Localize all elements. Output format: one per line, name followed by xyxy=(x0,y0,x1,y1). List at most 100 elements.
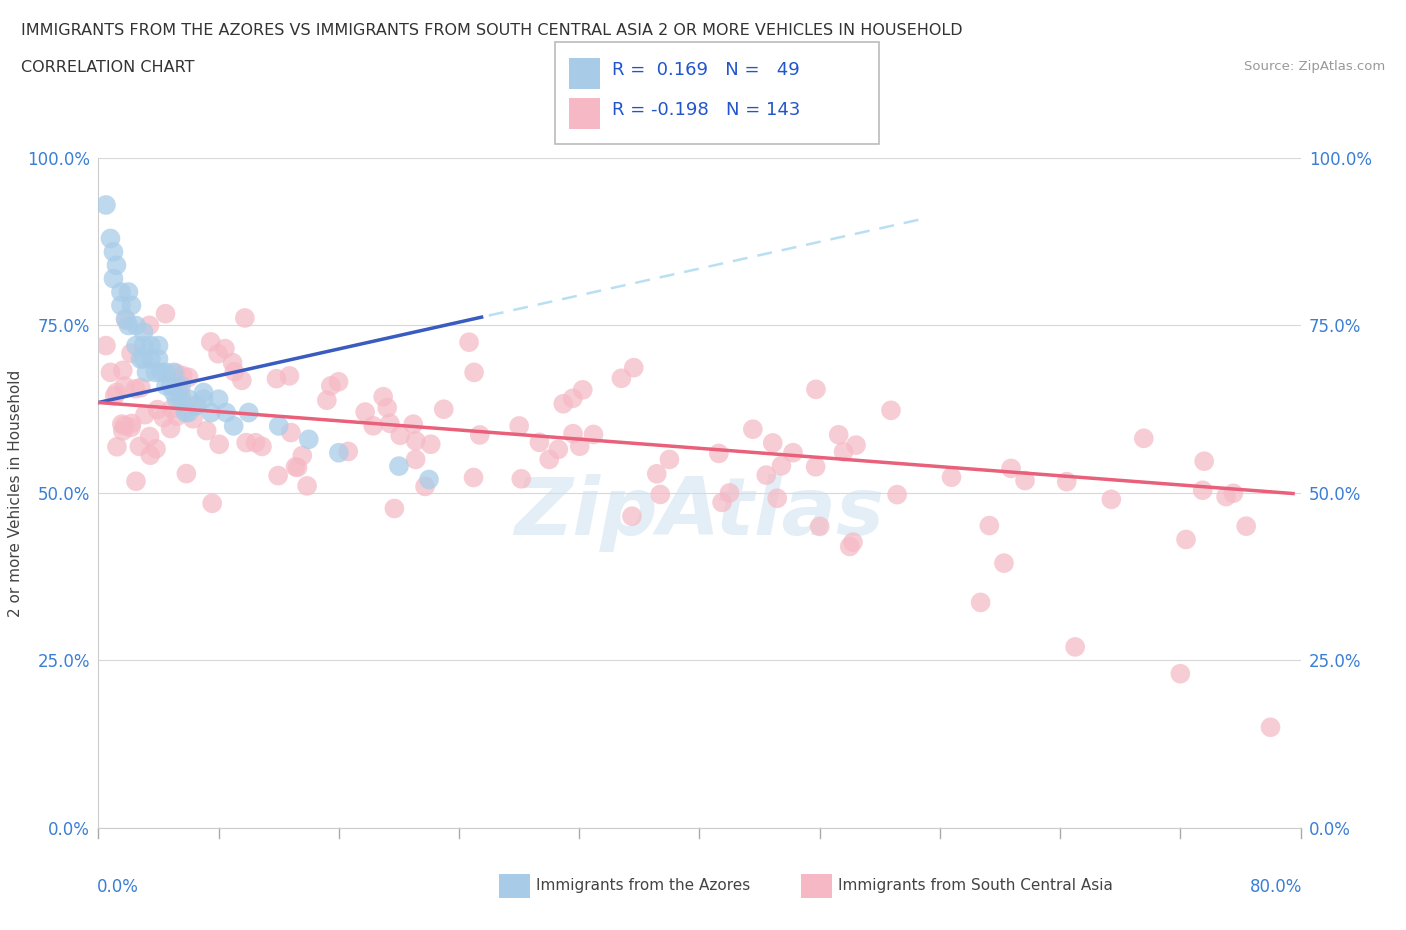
Point xyxy=(125,473,148,488)
Point xyxy=(382,501,405,516)
Point xyxy=(124,381,146,396)
Text: IMMIGRANTS FROM THE AZORES VS IMMIGRANTS FROM SOUTH CENTRAL ASIA 2 OR MORE VEHIC: IMMIGRANTS FROM THE AZORES VS IMMIGRANTS… xyxy=(21,23,963,38)
Point xyxy=(114,312,136,326)
Point xyxy=(115,313,138,328)
Point xyxy=(245,435,267,450)
Point xyxy=(842,535,865,550)
Point xyxy=(100,231,122,246)
Point xyxy=(620,509,643,524)
Point xyxy=(993,556,1015,571)
Point xyxy=(979,518,1001,533)
Point xyxy=(828,428,851,443)
Point xyxy=(235,435,257,450)
Point xyxy=(160,402,183,417)
Point xyxy=(111,417,134,432)
Point xyxy=(1260,720,1282,735)
Point xyxy=(215,405,238,420)
Point xyxy=(170,379,193,393)
Point xyxy=(582,427,605,442)
Point xyxy=(804,459,827,474)
Point xyxy=(200,335,222,350)
Point xyxy=(782,445,804,460)
Point xyxy=(132,352,155,366)
Point xyxy=(170,387,193,402)
Point xyxy=(128,439,150,454)
Point xyxy=(941,470,963,485)
Point xyxy=(155,306,177,321)
Point xyxy=(711,495,734,510)
Point xyxy=(121,298,143,312)
Point xyxy=(138,429,160,444)
Point xyxy=(148,352,170,366)
Point xyxy=(208,392,231,406)
Point xyxy=(405,452,427,467)
Point xyxy=(510,472,533,486)
Point xyxy=(139,447,162,462)
Point xyxy=(1170,666,1192,681)
Point xyxy=(658,452,681,467)
Point xyxy=(413,479,436,494)
Point xyxy=(568,439,591,454)
Point xyxy=(105,439,128,454)
Point xyxy=(111,363,134,378)
Point xyxy=(433,402,456,417)
Text: Immigrants from South Central Asia: Immigrants from South Central Asia xyxy=(838,878,1114,893)
Point xyxy=(139,352,162,366)
Point xyxy=(419,437,441,452)
Point xyxy=(1222,485,1244,500)
Point xyxy=(146,402,169,417)
Point xyxy=(103,272,125,286)
Point xyxy=(538,452,561,467)
Point xyxy=(105,385,128,400)
Point xyxy=(623,360,645,375)
Point xyxy=(129,380,152,395)
Point xyxy=(553,396,575,411)
Point xyxy=(969,595,991,610)
Point xyxy=(1056,474,1078,489)
Point xyxy=(177,370,200,385)
Y-axis label: 2 or more Vehicles in Household: 2 or more Vehicles in Household xyxy=(8,369,24,617)
Point xyxy=(1133,431,1156,445)
Point xyxy=(547,442,569,457)
Point xyxy=(295,478,318,493)
Point xyxy=(231,373,253,388)
Point xyxy=(766,491,789,506)
Point xyxy=(193,385,215,400)
Point xyxy=(150,365,173,379)
Point xyxy=(1215,489,1237,504)
Point xyxy=(361,418,384,433)
Point xyxy=(1014,473,1036,488)
Point xyxy=(110,285,132,299)
Text: Immigrants from the Azores: Immigrants from the Azores xyxy=(536,878,749,893)
Point xyxy=(222,418,245,433)
Point xyxy=(155,365,177,379)
Point xyxy=(162,385,184,400)
Text: R = -0.198   N = 143: R = -0.198 N = 143 xyxy=(612,101,800,119)
Point xyxy=(221,355,243,370)
Point xyxy=(186,397,208,412)
Point xyxy=(463,365,485,379)
Point xyxy=(103,245,125,259)
Point xyxy=(880,403,903,418)
Point xyxy=(1234,519,1257,534)
Point xyxy=(125,318,148,333)
Point xyxy=(571,382,593,397)
Point xyxy=(155,379,177,393)
Point xyxy=(238,405,260,420)
Point xyxy=(94,197,117,212)
Point xyxy=(135,365,157,379)
Point xyxy=(120,420,142,435)
Text: ZipAtlas: ZipAtlas xyxy=(515,474,884,552)
Point xyxy=(129,352,152,366)
Text: R =  0.169   N =   49: R = 0.169 N = 49 xyxy=(612,61,800,79)
Point xyxy=(104,389,127,404)
Point xyxy=(388,458,411,473)
Point xyxy=(319,379,342,393)
Point xyxy=(114,379,136,393)
Point xyxy=(458,335,481,350)
Point xyxy=(610,371,633,386)
Point xyxy=(561,391,583,405)
Point xyxy=(328,375,350,390)
Point xyxy=(134,407,156,422)
Point xyxy=(770,458,793,473)
